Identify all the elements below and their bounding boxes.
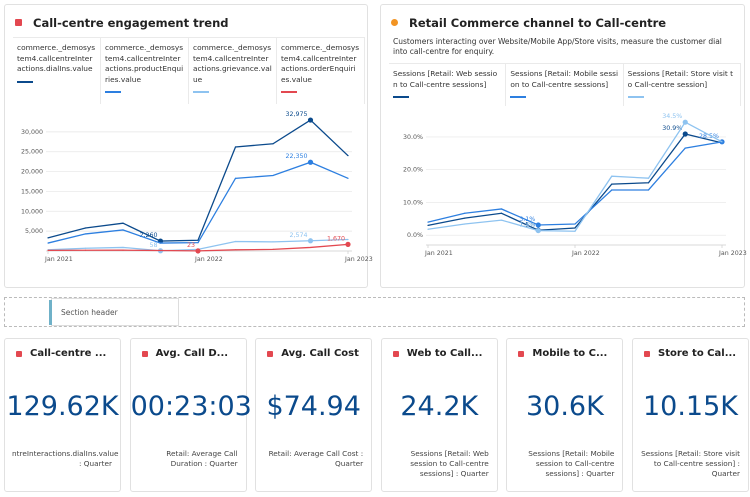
lock-icon — [267, 351, 274, 357]
card-description: Sessions [Retail: Mobile session to Call… — [528, 449, 615, 478]
card-description: ntreInteractions.dialIns.value : Quarter — [12, 449, 119, 468]
card-title: Avg. Call D... — [155, 348, 229, 359]
legend-item: Sessions [Retail: Web session to Call-ce… — [389, 64, 507, 106]
legend-label: Sessions [Retail: Store visit to Call-ce… — [627, 69, 734, 89]
card-title: Avg. Call Cost — [281, 348, 359, 359]
accent-bar — [49, 300, 52, 325]
legend-swatch — [393, 96, 409, 98]
card-description: Retail: Average Call Duration : Quarter — [166, 449, 238, 468]
card-value: 10.15K — [642, 391, 738, 422]
legend-swatch — [510, 96, 527, 98]
legend-swatch — [627, 96, 644, 98]
section-header: Section header — [4, 297, 745, 327]
legend-item: commerce._demosystem4.callcentreInteract… — [13, 38, 101, 104]
legend-item: commerce._demosystem4.callcentreInteract… — [189, 38, 277, 104]
card-title: Store to Cal... — [658, 348, 737, 359]
kpi-card: Avg. Call D... 00:23:03 Retail: Average Ca… — [129, 338, 252, 492]
panel: Retail Commerce channel to Call-centre C… — [380, 4, 745, 288]
legend-swatch — [105, 91, 121, 93]
card-value: 00:23:03 — [130, 391, 252, 422]
legend-label: Sessions [Retail: Mobile session to Call… — [510, 69, 619, 89]
legend-label: Sessions [Retail: Web session to Call-ce… — [393, 69, 498, 89]
panel-subtitle: Customers interacting over Website/Mobil… — [393, 37, 722, 56]
legend: commerce._demosystem4.callcentreInteract… — [13, 37, 365, 104]
legend-label: commerce._demosystem4.callcentreInteract… — [281, 43, 360, 84]
legend-swatch — [193, 91, 209, 93]
panel-title: Retail Commerce channel to Call-centre — [409, 16, 667, 30]
lock-icon — [16, 351, 22, 357]
panel-title: Call-centre engagement trend — [33, 16, 229, 30]
legend-label: commerce._demosystem4.callcentreInteract… — [105, 43, 184, 84]
card-value: $74.94 — [266, 391, 361, 422]
lock-icon — [518, 351, 525, 357]
kpi-card: Store to Cal... 10.15K Sessions [Retail: S… — [632, 338, 749, 492]
legend: Sessions [Retail: Web session to Call-ce… — [389, 63, 741, 106]
card-title: Web to Call... — [406, 348, 483, 359]
kpi-card: Web to Call... 24.2K Sessions [Retail: Web… — [380, 338, 498, 492]
card-value: 129.62K — [6, 391, 119, 422]
card-value: 24.2K — [400, 391, 479, 422]
legend-item: commerce._demosystem4.callcentreInteract… — [101, 38, 189, 104]
kpi-card: Mobile to C... 30.6K Sessions [Retail: Mob… — [506, 338, 624, 492]
legend-item: Sessions [Retail: Store visit to Call-ce… — [624, 64, 741, 106]
lock-icon — [15, 19, 22, 26]
lock-icon — [644, 351, 650, 357]
kpi-card: Avg. Call Cost $74.94 Retail: Average Call… — [255, 338, 373, 492]
legend-item: commerce._demosystem4.callcentreInteract… — [277, 38, 365, 104]
lock-icon — [392, 351, 399, 357]
legend-item: Sessions [Retail: Mobile session to Call… — [506, 64, 624, 106]
kpi-card: Call-centre ... 129.62K ntreInteractions.d… — [4, 338, 121, 492]
card-description: Sessions [Retail: Web session to Call-ce… — [410, 449, 489, 478]
legend-swatch — [17, 80, 33, 83]
section-title: Section header — [61, 308, 118, 317]
card-description: Sessions [Retail: Store visit to Call-ce… — [641, 449, 740, 478]
legend-label: commerce._demosystem4.callcentreInteract… — [17, 43, 96, 73]
card-description: Retail: Average Call Cost : Quarter — [268, 449, 364, 468]
panel: Call-centre engagement trend commerce._d… — [4, 4, 368, 288]
legend-label: commerce._demosystem4.callcentreInteract… — [193, 43, 272, 84]
lock-icon — [141, 351, 148, 357]
card-value: 30.6K — [525, 391, 604, 422]
legend-swatch — [281, 91, 297, 93]
card-title: Mobile to C... — [532, 348, 608, 359]
status-dot — [391, 19, 398, 26]
card-title: Call-centre ... — [30, 348, 107, 359]
